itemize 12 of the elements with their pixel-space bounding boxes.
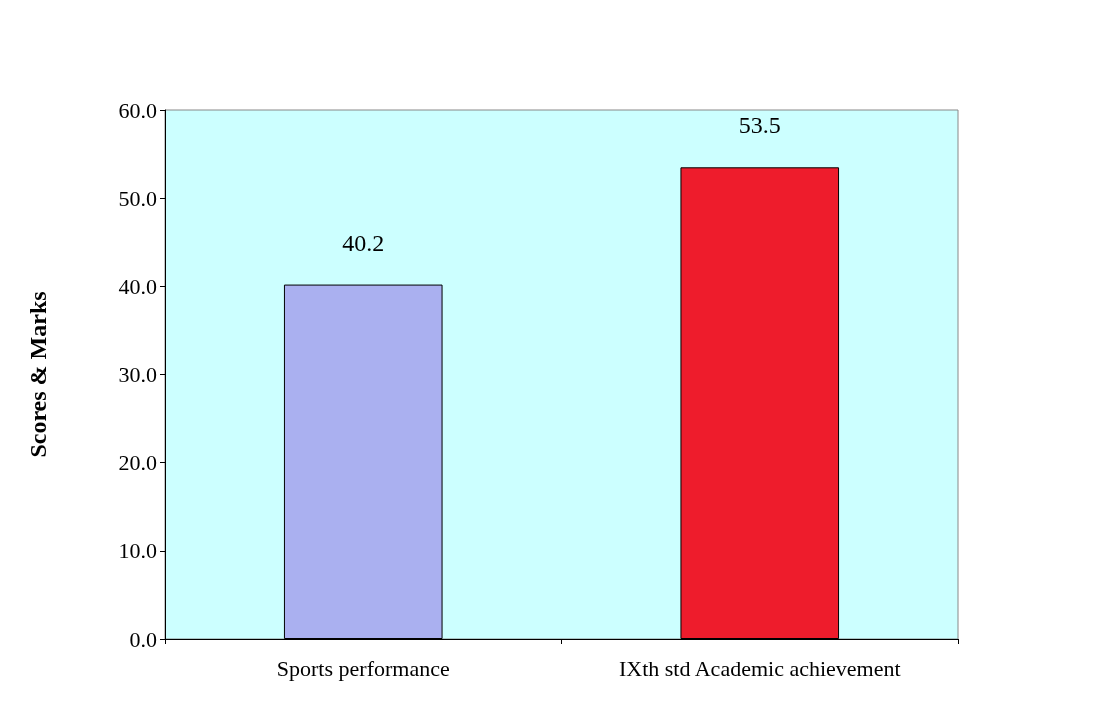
y-tick-label: 30.0 xyxy=(118,362,157,387)
y-tick-label: 0.0 xyxy=(129,626,157,652)
x-tick-label: Sports performance xyxy=(276,655,450,681)
y-axis-title: Scores & Marks xyxy=(25,291,51,458)
data-label: 53.5 xyxy=(738,112,781,139)
y-tick-label: 20.0 xyxy=(118,450,157,476)
y-tick-label: 60.0 xyxy=(118,97,157,123)
x-tick-label: IXth std Academic achievement xyxy=(618,655,901,681)
y-tick-label: 40.0 xyxy=(118,273,157,299)
y-tick-label: 10.0 xyxy=(118,538,157,564)
y-tick-label: 50.0 xyxy=(118,185,157,211)
data-label: 40.2 xyxy=(342,229,385,256)
